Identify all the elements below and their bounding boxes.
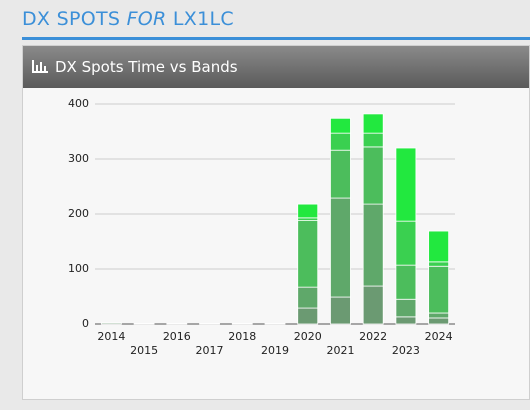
y-tick-label: 0 (82, 317, 89, 330)
bar-segment (297, 307, 319, 325)
bar-segment (395, 220, 417, 266)
x-tick-label: 2019 (261, 344, 289, 357)
page-header: DX SPOTS FOR LX1LC (22, 8, 234, 30)
bar-segment (297, 217, 319, 222)
bar-segment (330, 296, 351, 325)
bar-segment (297, 203, 319, 219)
bar-segment (428, 265, 450, 314)
bar-segment (231, 323, 253, 325)
y-tick-label: 200 (68, 207, 89, 220)
chart-title: DX Spots Time vs Bands (55, 58, 238, 76)
x-tick-label: 2021 (326, 344, 354, 357)
bar-segment (199, 323, 220, 325)
bar-segment (330, 197, 351, 298)
x-tick-label: 2024 (425, 330, 453, 343)
bar-segment (264, 323, 286, 325)
y-tick-label: 300 (68, 152, 89, 165)
chart-icon (32, 60, 48, 73)
bar-segment (100, 322, 122, 325)
bar-segment (362, 113, 384, 134)
bar-segment (395, 147, 417, 222)
header-text: DX SPOTS (22, 8, 121, 30)
bar-segment (362, 146, 384, 205)
bar-segment (330, 117, 351, 134)
x-tick-label: 2018 (228, 330, 256, 343)
bar-segment (133, 323, 155, 325)
bar-segment (428, 317, 450, 325)
bar-segment (362, 203, 384, 287)
x-tick-label: 2016 (163, 330, 191, 343)
x-tick-label: 2015 (130, 344, 158, 357)
bar-segment (297, 220, 319, 288)
panel-header: DX Spots Time vs Bands (23, 46, 529, 88)
bar-segment (362, 132, 384, 148)
bar-segment (428, 312, 450, 319)
x-tick-label: 2023 (392, 344, 420, 357)
bar-segment (428, 230, 450, 263)
header-emphasis: FOR (126, 8, 167, 30)
x-tick-label: 2020 (294, 330, 322, 343)
bar-segment (428, 261, 450, 267)
bar-segment (395, 264, 417, 300)
x-tick-label: 2022 (359, 330, 387, 343)
header-rule (22, 37, 530, 40)
bar-segment (395, 298, 417, 318)
header-text: LX1LC (172, 8, 234, 30)
bar-segment (362, 285, 384, 325)
y-tick-label: 100 (68, 262, 89, 275)
bar-segment (330, 132, 351, 151)
bar-segment (166, 323, 188, 325)
y-tick-label: 400 (68, 97, 89, 110)
bar-segment (395, 316, 417, 325)
x-tick-label: 2017 (196, 344, 224, 357)
bar-segment (297, 286, 319, 309)
x-tick-label: 2014 (97, 330, 125, 343)
bar-segment (330, 149, 351, 199)
